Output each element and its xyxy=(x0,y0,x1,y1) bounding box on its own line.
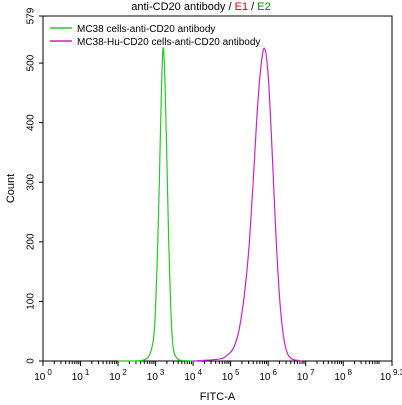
y-tick-label: 100 xyxy=(26,293,37,310)
y-tick-label: 500 xyxy=(26,54,37,71)
y-tick-label: 0 xyxy=(26,358,37,364)
legend-label-2: MC38-Hu-CD20 cells-anti-CD20 antibody xyxy=(77,37,260,48)
x-tick-label: 10 0 xyxy=(34,368,52,383)
x-tick-label: 10 4 xyxy=(184,368,202,383)
x-tick-label: 10 2 xyxy=(109,368,127,383)
x-tick-label: 10 9.3 xyxy=(380,368,402,383)
chart-title: anti-CD20 antibody / E1 / E2 xyxy=(0,1,402,13)
x-tick-label: 10 6 xyxy=(259,368,277,383)
chart-title-sep-1: / xyxy=(225,1,235,13)
y-axis-label: Count xyxy=(5,174,17,203)
y-tick-label: 200 xyxy=(26,233,37,250)
plot-frame xyxy=(42,15,393,362)
x-tick-label: 10 7 xyxy=(297,368,315,383)
x-tick-label: 10 1 xyxy=(72,368,90,383)
chart-title-e2: E2 xyxy=(257,1,271,13)
legend-label-1: MC38 cells-anti-CD20 antibody xyxy=(77,24,215,35)
y-tick-label: 400 xyxy=(26,114,37,131)
chart-title-e1: E1 xyxy=(234,1,249,13)
x-tick-label: 10 8 xyxy=(334,368,352,383)
chart-title-sep-2: / xyxy=(248,1,258,13)
y-tick-label: 579 xyxy=(26,7,37,24)
series-line-2 xyxy=(193,47,303,362)
x-tick-label: 10 3 xyxy=(147,368,165,383)
y-tick-label: 300 xyxy=(26,173,37,190)
x-axis-label: FITC-A xyxy=(200,391,236,403)
chart-title-text: anti-CD20 antibody xyxy=(131,1,226,13)
x-tick-label: 10 5 xyxy=(222,368,240,383)
series-line-1 xyxy=(118,47,194,362)
